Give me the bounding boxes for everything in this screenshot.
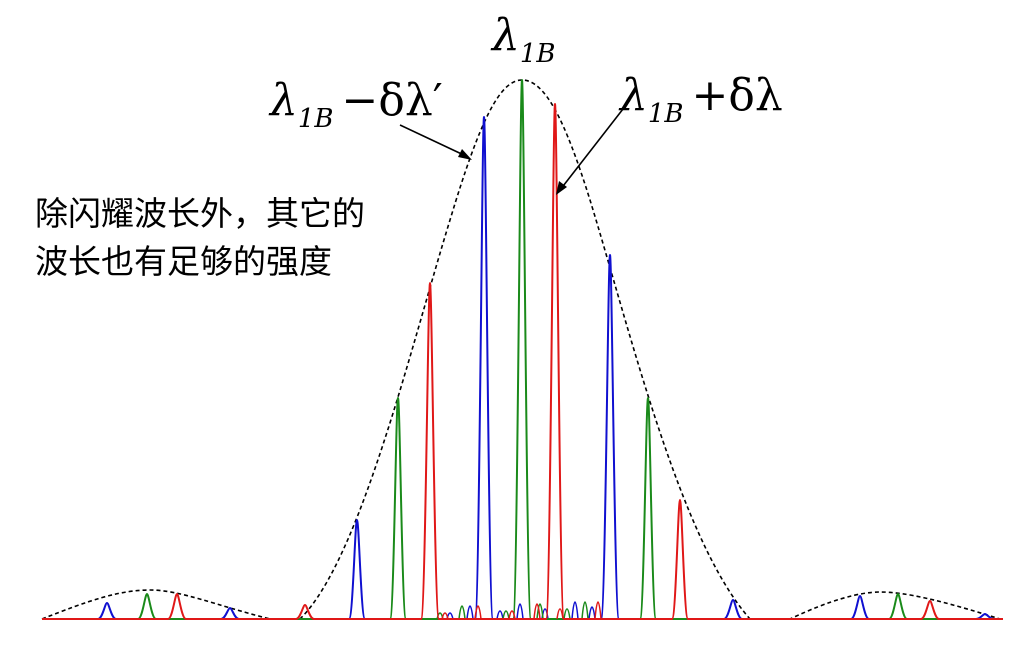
red-side-lobe bbox=[533, 603, 541, 620]
annotation-line-2: 波长也有足够的强度 bbox=[35, 242, 332, 281]
envelope-curve bbox=[41, 79, 1001, 620]
blue-side-lobe bbox=[466, 605, 474, 620]
arrow-right bbox=[556, 99, 631, 195]
annotation-line-1: 除闪耀波长外，其它的 bbox=[35, 194, 365, 233]
green-spectrum-curve bbox=[42, 78, 1003, 620]
red-side-lobe bbox=[474, 605, 482, 620]
label-center: λ1B bbox=[490, 10, 556, 69]
red-side-lobe bbox=[594, 601, 602, 620]
annotation-text: 除闪耀波长外，其它的 波长也有足够的强度 bbox=[35, 190, 415, 286]
blue-side-lobe bbox=[516, 603, 524, 620]
blue-side-lobe bbox=[588, 606, 596, 620]
green-side-lobe bbox=[536, 603, 544, 620]
green-side-lobe bbox=[502, 610, 510, 620]
red-side-lobe bbox=[441, 612, 449, 620]
blue-side-lobe bbox=[496, 610, 504, 620]
green-side-lobe bbox=[563, 608, 571, 620]
label-left: λ1B −δλ′ bbox=[268, 75, 443, 134]
blue-spectrum-curve bbox=[42, 115, 1003, 620]
label-right: λ1B +δλ bbox=[618, 70, 783, 129]
green-side-lobe bbox=[581, 601, 589, 620]
green-side-lobe bbox=[458, 605, 466, 620]
red-side-lobe bbox=[508, 610, 516, 620]
arrow-left bbox=[399, 124, 472, 160]
blue-side-lobe bbox=[571, 601, 579, 620]
red-spectrum-curve bbox=[42, 102, 1003, 620]
red-side-lobe bbox=[556, 608, 564, 620]
